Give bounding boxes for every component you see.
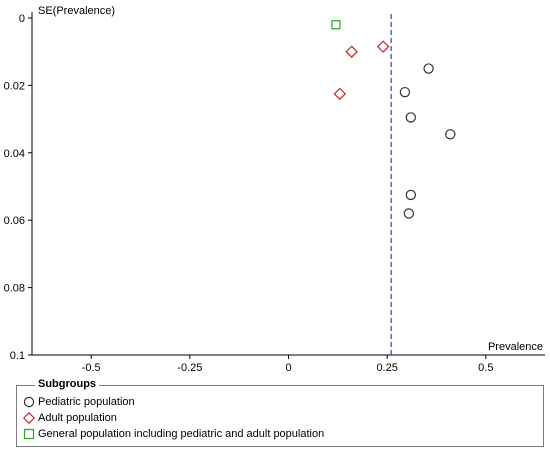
data-point-diamond [345, 45, 358, 58]
x-axis-title: Prevalence [488, 341, 543, 353]
x-tick-label: -0.5 [82, 362, 101, 374]
legend-item-pediatric: Pediatric population [23, 395, 135, 409]
square-marker-icon [23, 428, 35, 440]
y-tick-label: 0.04 [4, 148, 25, 160]
x-tick-label: -0.25 [177, 362, 202, 374]
y-tick-label: 0.06 [4, 215, 25, 227]
data-point-diamond [376, 40, 390, 53]
y-axis-title: SE(Prevalence) [38, 5, 115, 17]
data-point-circle [405, 189, 417, 201]
legend-item-adult: Adult population [23, 411, 117, 425]
legend-label: Adult population [38, 412, 117, 424]
data-point-circle [403, 208, 415, 219]
data-point-circle [423, 63, 434, 74]
legend-label: Pediatric population [38, 396, 135, 408]
plot-marks [331, 14, 456, 355]
y-tick-label: 0.02 [4, 80, 25, 92]
data-point-circle [405, 112, 417, 123]
data-point-circle [445, 129, 456, 140]
funnel-plot: 0 0.02 0.04 0.06 0.08 0.1 -0.5 -0.25 0 0.25 0.5 SE(… [4, 5, 545, 374]
legend-item-general: General population including pediatric a… [23, 427, 324, 441]
diamond-marker-icon [23, 412, 35, 424]
legend-label: General population including pediatric a… [38, 428, 325, 440]
plot-axes: 0 0.02 0.04 0.06 0.08 0.1 -0.5 -0.25 0 0.25 0.5 SE(… [4, 5, 545, 374]
legend-title: Subgroups [35, 378, 100, 390]
legend: Subgroups Pediatric population Adult pop… [16, 378, 544, 447]
x-tick-label: 0 [285, 362, 291, 374]
x-tick-label: 0.25 [376, 362, 397, 374]
y-tick-label: 0 [19, 13, 25, 25]
x-tick-label: 0.5 [478, 362, 493, 374]
data-point-square [331, 20, 341, 30]
circle-marker-icon [23, 396, 35, 408]
y-tick-label: 0.1 [10, 350, 25, 362]
data-point-circle [399, 86, 411, 98]
data-point-diamond [333, 87, 347, 101]
y-tick-label: 0.08 [4, 283, 25, 295]
